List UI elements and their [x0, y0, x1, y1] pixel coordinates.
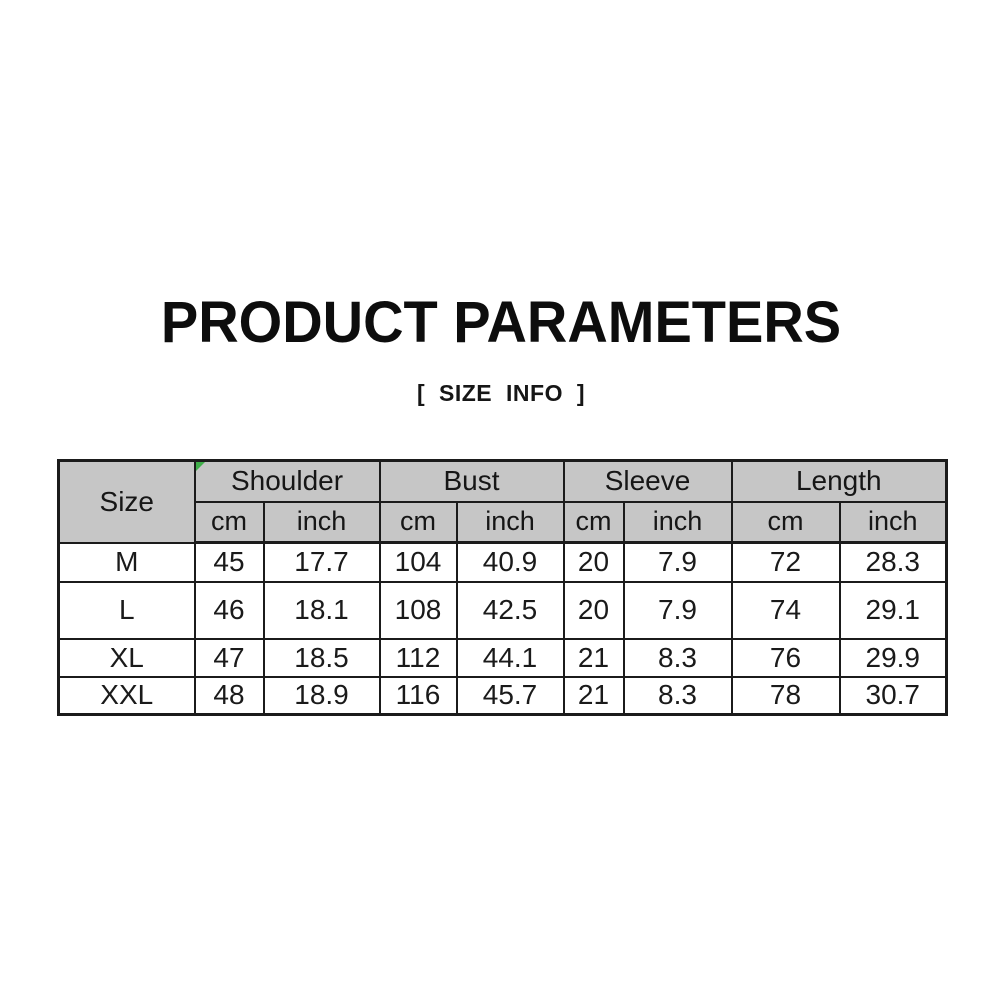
length-inch-value: 29.9 — [838, 637, 948, 678]
unit-header-bust-cm: cm — [378, 500, 458, 544]
length-cm-value: 76 — [730, 637, 841, 678]
table-row-size-xl: XL 47 18.5 112 44.1 21 8.3 76 29.9 — [57, 637, 948, 678]
length-cm-value: 78 — [730, 675, 841, 716]
bust-cm-value: 116 — [378, 675, 458, 716]
bust-cm-value: 108 — [378, 580, 458, 640]
size-label: XL — [57, 637, 196, 678]
unit-header-shoulder-inch: inch — [262, 500, 381, 544]
sleeve-inch-value: 7.9 — [622, 580, 733, 640]
length-inch-value: 29.1 — [838, 580, 948, 640]
size-label: L — [57, 580, 196, 640]
unit-header-sleeve-inch: inch — [622, 500, 733, 544]
sleeve-inch-value: 7.9 — [622, 541, 733, 583]
unit-header-sleeve-cm: cm — [562, 500, 625, 544]
column-group-sleeve: Sleeve — [562, 459, 733, 503]
unit-header-shoulder-cm: cm — [193, 500, 265, 544]
length-cm-value: 74 — [730, 580, 841, 640]
shoulder-cm-value: 46 — [193, 580, 265, 640]
size-label: XXL — [57, 675, 196, 716]
unit-header-bust-inch: inch — [455, 500, 565, 544]
bust-cm-value: 104 — [378, 541, 458, 583]
unit-header-length-cm: cm — [730, 500, 841, 544]
length-inch-value: 30.7 — [838, 675, 948, 716]
length-cm-value: 72 — [730, 541, 841, 583]
table-unit-header-row: cm inch cm inch cm inch cm inch — [59, 500, 948, 544]
sleeve-cm-value: 20 — [562, 580, 625, 640]
column-group-bust: Bust — [378, 459, 565, 503]
sleeve-cm-value: 20 — [562, 541, 625, 583]
shoulder-cm-value: 45 — [193, 541, 265, 583]
column-group-shoulder-label: Shoulder — [230, 465, 344, 497]
page-subtitle: [ SIZE INFO ] — [416, 380, 586, 406]
size-table: Size Shoulder Bust Sleeve Length cm inch… — [57, 459, 949, 716]
page-title: PRODUCT PARAMETERS — [160, 288, 842, 355]
table-group-header-row: Size Shoulder Bust Sleeve Length — [57, 459, 948, 544]
shoulder-inch-value: 17.7 — [262, 541, 381, 583]
table-row-size-xxl: XXL 48 18.9 116 45.7 21 8.3 78 30.7 — [57, 675, 948, 716]
cell-flag-icon — [196, 462, 205, 471]
length-inch-value: 28.3 — [838, 541, 948, 583]
sleeve-cm-value: 21 — [562, 675, 625, 716]
bust-inch-value: 40.9 — [455, 541, 565, 583]
shoulder-inch-value: 18.9 — [262, 675, 381, 716]
sleeve-cm-value: 21 — [562, 637, 625, 678]
table-row-size-m: M 45 17.7 104 40.9 20 7.9 72 28.3 — [57, 541, 948, 583]
shoulder-inch-value: 18.1 — [262, 580, 381, 640]
bust-inch-value: 45.7 — [455, 675, 565, 716]
shoulder-inch-value: 18.5 — [262, 637, 381, 678]
sleeve-inch-value: 8.3 — [622, 637, 733, 678]
shoulder-cm-value: 48 — [193, 675, 265, 716]
bust-inch-value: 42.5 — [455, 580, 565, 640]
bust-cm-value: 112 — [378, 637, 458, 678]
size-label: M — [57, 541, 196, 583]
shoulder-cm-value: 47 — [193, 637, 265, 678]
table-row-size-l: L 46 18.1 108 42.5 20 7.9 74 29.1 — [57, 580, 948, 640]
size-table-container: Size Shoulder Bust Sleeve Length cm inch… — [57, 459, 949, 716]
unit-header-length-inch: inch — [838, 500, 948, 544]
column-header-size: Size — [57, 459, 196, 544]
column-group-length: Length — [730, 459, 948, 503]
sleeve-inch-value: 8.3 — [622, 675, 733, 716]
bust-inch-value: 44.1 — [455, 637, 565, 678]
column-group-shoulder: Shoulder — [193, 459, 381, 503]
